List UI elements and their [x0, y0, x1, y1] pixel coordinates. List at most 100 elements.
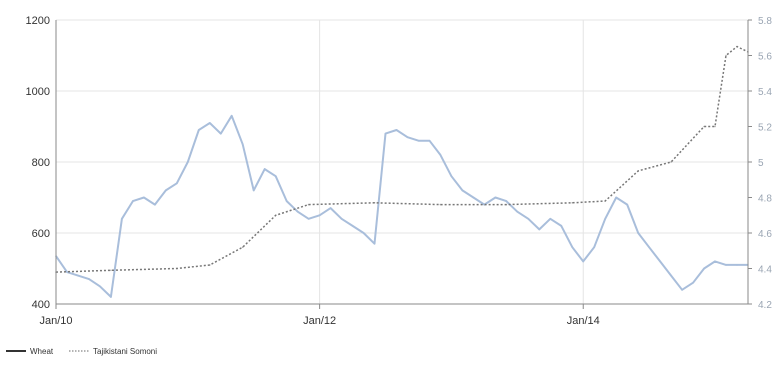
series-0-point-17: [241, 143, 244, 146]
series-0-point-41: [505, 200, 508, 202]
y-right-tick-7: 5.6: [758, 52, 772, 63]
y-left-tick-1: 600: [32, 228, 50, 240]
y-right-tick-0: 4.2: [758, 300, 772, 311]
series-0-point-27: [351, 225, 354, 227]
x-tick-2: Jan/14: [567, 315, 600, 327]
series-0-point-32: [406, 136, 409, 138]
series-0-point-37: [461, 189, 464, 192]
series-0-point-7: [132, 200, 134, 202]
series-1-point-15: [714, 125, 716, 128]
series-0-point-62: [736, 264, 738, 266]
series-0-point-59: [703, 267, 705, 270]
series-1-point-14: [703, 125, 705, 128]
legend-label-1: Tajikistani Somoni: [93, 347, 157, 356]
series-0-point-23: [307, 218, 310, 220]
series-1-point-9: [505, 203, 508, 206]
series-0-point-60: [714, 260, 716, 263]
series-0-point-49: [593, 246, 595, 248]
series-1-point-4: [241, 246, 244, 248]
series-layer: [55, 45, 749, 298]
series-0-point-10: [165, 189, 167, 192]
series-0-point-2: [77, 274, 79, 277]
series-1-point-5: [274, 214, 277, 217]
series-0-point-11: [176, 182, 178, 185]
series-1-point-13: [670, 161, 672, 163]
series-0-point-48: [582, 260, 584, 263]
series-0-point-35: [439, 154, 442, 156]
series-line-1: [55, 45, 749, 273]
series-0-point-42: [516, 210, 519, 213]
series-0-point-43: [527, 218, 530, 220]
series-0-point-8: [143, 196, 145, 199]
y-left-tick-4: 1200: [26, 15, 50, 27]
series-0-point-3: [88, 278, 90, 280]
axis-layer: 400 600 800 1000 1200 4.2 4.4 4.6 4.8 5 5.2 5.4 5.6 5…: [26, 15, 773, 327]
series-1-point-2: [176, 267, 178, 270]
series-0-point-15: [220, 132, 222, 135]
series-1-point-12: [637, 170, 639, 172]
y-right-tick-1: 4.4: [758, 265, 772, 276]
series-1-point-16: [725, 54, 727, 57]
series-0-point-44: [538, 228, 541, 231]
series-0-point-36: [450, 175, 453, 177]
series-0-point-40: [494, 196, 497, 199]
x-tick-0: Jan/10: [39, 315, 72, 327]
series-0-point-30: [384, 132, 387, 135]
series-1-point-6: [307, 203, 310, 206]
series-0-point-47: [571, 246, 574, 248]
series-0-point-55: [659, 260, 661, 263]
series-0-point-33: [417, 139, 420, 142]
series-0-point-54: [648, 246, 650, 248]
series-0-point-5: [110, 296, 112, 298]
y-right-tick-8: 5.8: [758, 16, 772, 27]
series-0-point-61: [725, 264, 727, 266]
series-0-point-56: [670, 274, 672, 277]
y-left-tick-2: 800: [32, 157, 50, 169]
series-0-point-6: [121, 218, 123, 220]
series-0-point-20: [274, 175, 277, 177]
series-0-point-4: [99, 285, 101, 288]
series-0-point-1: [66, 271, 68, 273]
y-right-tick-5: 5.2: [758, 123, 772, 134]
y-right-tick-6: 5.4: [758, 87, 772, 98]
series-0-point-24: [318, 214, 321, 217]
series-0-point-9: [154, 203, 156, 206]
series-0-point-52: [626, 203, 628, 206]
series-0-point-57: [681, 289, 683, 291]
series-1-point-8: [439, 203, 442, 206]
series-0-point-46: [560, 225, 563, 227]
series-0-point-14: [209, 122, 211, 124]
series-1-point-7: [373, 202, 376, 204]
series-0-point-45: [549, 218, 552, 220]
y-right-tick-4: 5: [758, 158, 764, 169]
y-right-tick-3: 4.8: [758, 194, 772, 205]
series-0-point-29: [373, 242, 376, 245]
series-0-point-16: [230, 115, 233, 117]
series-0-point-13: [198, 129, 200, 131]
series-0-point-25: [329, 207, 332, 209]
x-tick-1: Jan/12: [303, 315, 336, 327]
series-0-point-51: [615, 196, 617, 199]
series-0-point-58: [692, 281, 694, 284]
series-1-point-11: [604, 200, 606, 202]
series-1-point-3: [209, 264, 211, 266]
series-0-point-31: [395, 129, 398, 131]
series-0-point-18: [252, 189, 255, 192]
series-0-point-50: [604, 218, 606, 220]
grid-layer: [55, 19, 748, 305]
series-1-point-10: [571, 202, 574, 204]
series-0-point-34: [428, 139, 431, 142]
series-0-point-22: [296, 210, 299, 213]
series-0-point-53: [637, 232, 639, 234]
y-left-tick-0: 400: [32, 299, 50, 311]
series-0-point-38: [472, 196, 475, 199]
legend: Wheat Tajikistani Somoni: [6, 347, 157, 356]
y-left-tick-3: 1000: [26, 86, 50, 98]
series-1-point-1: [110, 269, 112, 272]
series-0-point-21: [285, 200, 288, 202]
y-right-tick-2: 4.6: [758, 229, 772, 240]
series-1-point-17: [736, 45, 738, 48]
series-0-point-19: [263, 168, 266, 170]
